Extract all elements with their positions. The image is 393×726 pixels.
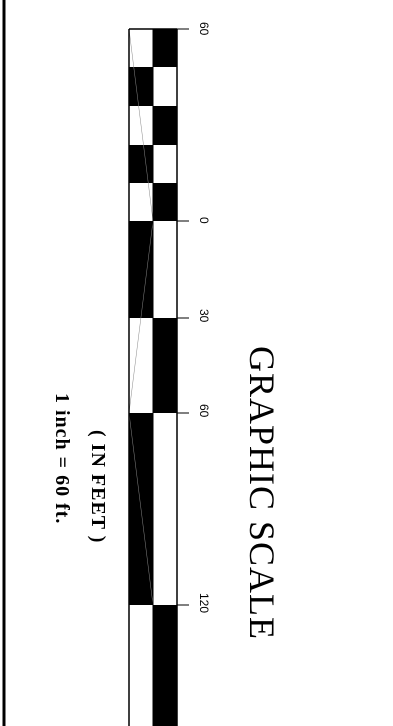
scale-segment — [153, 605, 177, 726]
checker-cell — [153, 67, 177, 106]
ratio-note: 1 inch = 60 ft. — [51, 393, 73, 525]
units-note: ( IN FEET ) — [87, 430, 109, 544]
checker-cell — [129, 183, 153, 221]
scale-segment — [129, 318, 153, 413]
tick-label: 120 — [197, 593, 211, 614]
tick-label: 60 — [197, 404, 211, 418]
checker-cell — [153, 183, 177, 221]
checker-cell — [153, 106, 177, 145]
tick-label: 0 — [197, 217, 211, 224]
scale-segment — [129, 221, 153, 318]
checker-cell — [153, 145, 177, 183]
scale-bar — [128, 28, 189, 726]
scale-title: GRAPHIC SCALE — [242, 346, 282, 641]
tick-label: 30 — [197, 309, 211, 323]
scale-segment — [129, 605, 153, 726]
scale-segment — [153, 221, 177, 318]
checker-cell — [129, 145, 153, 183]
scale-segment — [153, 413, 177, 605]
checker-cell — [129, 67, 153, 106]
checker-cell — [153, 29, 177, 67]
scale-segment — [153, 318, 177, 413]
checker-cell — [129, 29, 153, 67]
tick-label: 60 — [197, 22, 211, 36]
